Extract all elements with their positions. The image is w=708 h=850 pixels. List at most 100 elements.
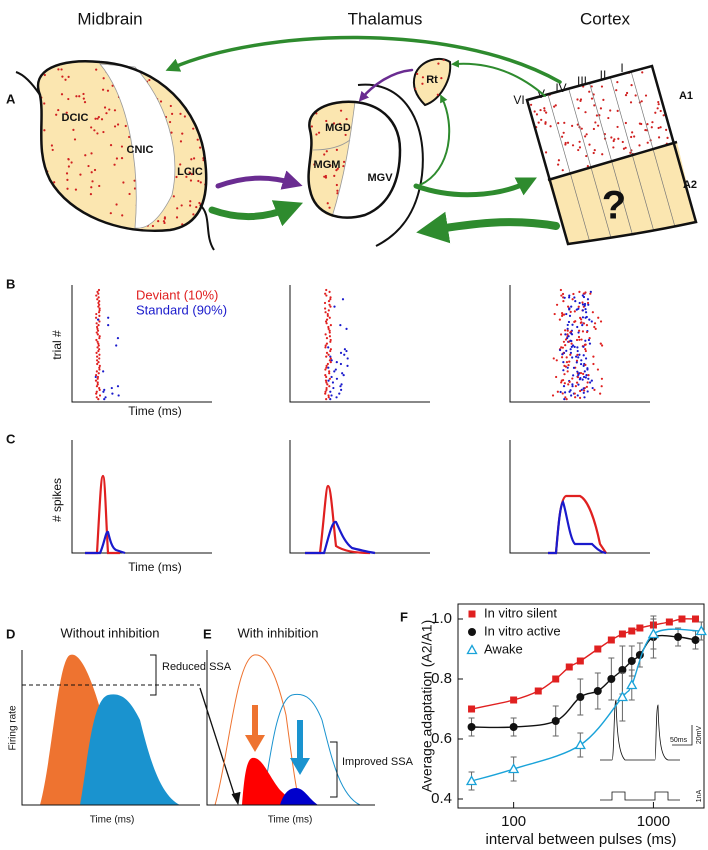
point (628, 627, 636, 635)
spike (565, 361, 569, 364)
spike (558, 348, 562, 352)
scale-bar (672, 725, 693, 746)
spike (103, 388, 106, 391)
spike (561, 292, 565, 296)
arrow (199, 687, 237, 801)
dot (543, 109, 546, 112)
spike (562, 340, 566, 343)
dot (167, 77, 171, 80)
dot (301, 203, 303, 205)
spike (555, 375, 558, 379)
dot (525, 111, 527, 113)
spike (553, 312, 556, 316)
panel-label: D (6, 626, 15, 641)
point (576, 657, 584, 665)
dot (315, 133, 318, 136)
dot (440, 77, 443, 80)
dot (30, 55, 32, 57)
spike (564, 333, 567, 336)
dot (544, 121, 547, 124)
dot (533, 72, 536, 75)
dot (163, 217, 166, 220)
dot (613, 138, 616, 141)
dot (33, 220, 35, 222)
spike (574, 300, 577, 303)
dot (528, 123, 531, 126)
spike (571, 383, 574, 386)
dot (557, 122, 560, 125)
spike (590, 320, 593, 323)
dot (549, 125, 552, 128)
spike (328, 290, 331, 293)
dot (563, 121, 566, 124)
arrow (419, 94, 451, 186)
dot (421, 82, 424, 85)
spike (327, 309, 330, 312)
spike (340, 383, 343, 386)
dot (176, 207, 179, 210)
dot (624, 93, 628, 97)
dot (443, 91, 446, 94)
spike (328, 331, 331, 334)
dot (616, 125, 619, 129)
dot (121, 214, 124, 217)
spike (570, 332, 573, 335)
dot (42, 196, 46, 200)
dot (73, 138, 77, 141)
spike (566, 370, 569, 373)
dot (521, 129, 523, 131)
spike (565, 312, 568, 316)
dot (631, 131, 634, 134)
point (510, 696, 518, 704)
spike (324, 344, 327, 347)
note: Improved SSA (342, 756, 414, 768)
spike (586, 390, 589, 393)
dot (571, 124, 574, 127)
dot (578, 140, 581, 143)
spike (98, 309, 101, 312)
spike (591, 311, 594, 314)
y-tick-label: 0.8 (431, 670, 452, 687)
spike (567, 383, 570, 386)
dot (665, 128, 668, 131)
dot (657, 126, 660, 130)
spike (327, 353, 330, 356)
dot (588, 143, 591, 146)
dot (578, 146, 582, 149)
dot (65, 172, 69, 175)
spike (328, 370, 331, 373)
spike (107, 324, 110, 327)
spike (328, 372, 331, 375)
spike (98, 386, 101, 390)
dot (190, 158, 193, 161)
spike (563, 382, 566, 385)
spike (327, 300, 331, 303)
spike (346, 357, 349, 360)
spike (96, 340, 99, 343)
spike (569, 310, 572, 313)
spike (578, 372, 581, 375)
spike (581, 330, 585, 333)
curve (85, 474, 120, 555)
spike (599, 342, 602, 345)
spike (95, 338, 98, 342)
spike (329, 390, 332, 393)
dot (61, 75, 64, 78)
dot (416, 102, 419, 105)
dot (524, 176, 526, 178)
spike (327, 327, 330, 330)
dot (527, 118, 530, 121)
dot (600, 85, 604, 88)
spike (567, 335, 570, 338)
dot (102, 58, 104, 60)
spike (563, 391, 567, 394)
x-axis-label: Time (ms) (90, 815, 135, 826)
spike (576, 349, 579, 353)
dot (612, 146, 615, 149)
spike (102, 370, 105, 373)
spike (95, 331, 98, 334)
spike (582, 387, 585, 390)
spike (587, 374, 590, 377)
spike (95, 312, 98, 316)
legend-marker (468, 610, 476, 618)
